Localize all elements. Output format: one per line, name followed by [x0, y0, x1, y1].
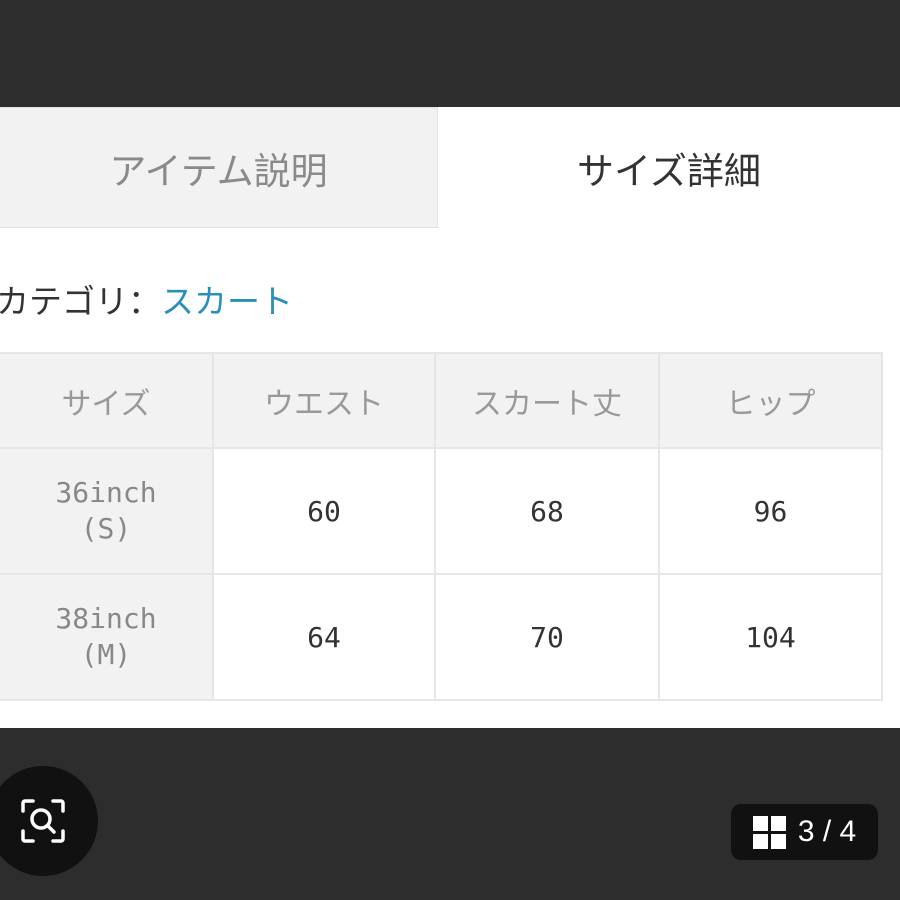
size-cell: 36inch (S): [0, 447, 214, 575]
tab-label: サイズ詳細: [577, 149, 761, 193]
zoom-scan-icon: [21, 799, 65, 843]
tab-size-details[interactable]: サイズ詳細: [438, 107, 900, 228]
hip-cell: 104: [658, 573, 883, 701]
size-name: 36inch: [55, 475, 157, 509]
header-waist: ウエスト: [212, 352, 436, 449]
category-line: カテゴリ：スカート: [0, 275, 293, 323]
image-counter[interactable]: 3 / 4: [731, 804, 878, 860]
content-panel: アイテム説明 サイズ詳細 カテゴリ：スカート サイズ ウエスト スカート丈 ヒッ…: [0, 107, 900, 728]
waist-cell: 64: [212, 573, 436, 701]
header-skirt-length: スカート丈: [434, 352, 660, 449]
size-name: 38inch: [55, 601, 157, 635]
header-hip: ヒップ: [658, 352, 883, 449]
size-table: サイズ ウエスト スカート丈 ヒップ 36inch (S) 60 68 96 38…: [0, 352, 883, 701]
size-cell: 38inch (M): [0, 573, 214, 701]
grid-icon: [752, 815, 786, 849]
header-size: サイズ: [0, 352, 214, 449]
table-row: 36inch (S) 60 68 96: [0, 447, 883, 575]
page-counter-text: 3 / 4: [797, 815, 857, 848]
waist-cell: 60: [212, 447, 436, 575]
category-link[interactable]: スカート: [161, 282, 293, 321]
table-row: 38inch (M) 64 70 104: [0, 573, 883, 701]
length-cell: 70: [434, 573, 660, 701]
category-label: カテゴリ：: [0, 282, 161, 321]
size-sub: (S): [80, 512, 132, 545]
tab-item-description[interactable]: アイテム説明: [0, 107, 438, 228]
tab-label: アイテム説明: [109, 149, 328, 193]
table-header-row: サイズ ウエスト スカート丈 ヒップ: [0, 352, 883, 449]
image-search-button[interactable]: [0, 766, 98, 876]
length-cell: 68: [434, 447, 660, 575]
size-sub: (M): [80, 638, 132, 671]
hip-cell: 96: [658, 447, 883, 575]
